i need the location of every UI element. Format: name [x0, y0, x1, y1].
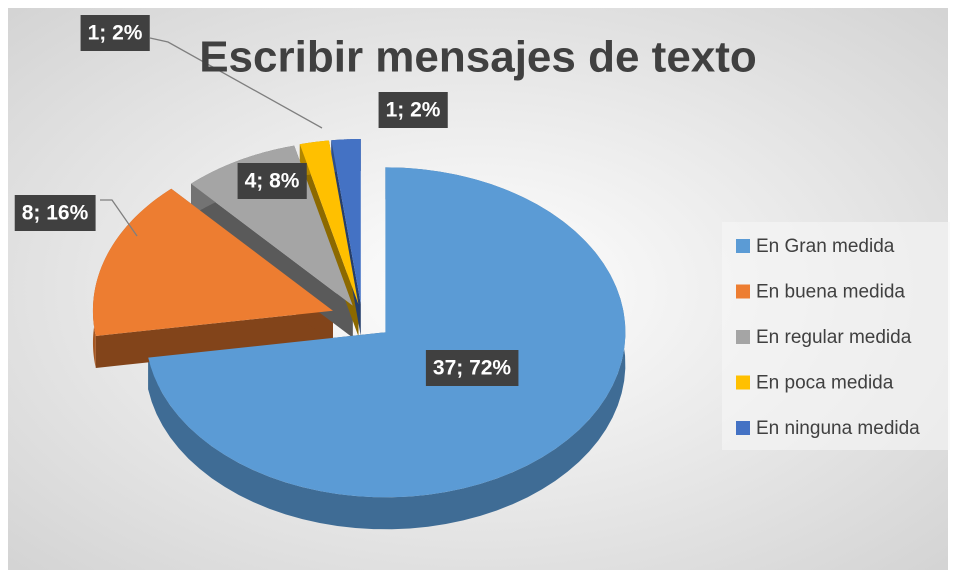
data-label: 8; 16%	[22, 202, 89, 225]
data-labels: 37; 72% 8; 16% 4; 8% 1; 2% 1; 2%	[14, 15, 519, 386]
slice	[92, 188, 333, 336]
legend-label: En ninguna medida	[756, 418, 920, 439]
chart-title: Escribir mensajes de texto	[199, 33, 757, 82]
legend-swatch	[736, 239, 750, 253]
data-label-box	[378, 92, 448, 128]
legend-swatch	[736, 284, 750, 299]
legend-swatch	[736, 330, 750, 344]
legend-label: En Gran medida	[756, 236, 895, 257]
legend: En Gran medida En buena medida En regular …	[736, 236, 920, 439]
legend-swatch	[736, 421, 750, 435]
slice-side	[95, 310, 333, 368]
legend-swatch	[736, 375, 750, 390]
slice	[191, 145, 353, 306]
data-label: 1; 2%	[88, 22, 143, 45]
legend-label: En regular medida	[756, 327, 912, 348]
leader-line	[149, 37, 323, 129]
slice	[331, 139, 361, 305]
slice	[148, 167, 626, 498]
data-label-box	[80, 15, 150, 51]
legend-label: En buena medida	[756, 282, 905, 303]
data-label: 4; 8%	[245, 170, 300, 193]
slice	[299, 140, 359, 305]
data-label-box	[14, 195, 96, 231]
data-label-box	[237, 163, 307, 199]
data-label: 1; 2%	[386, 99, 441, 122]
legend-label: En poca medida	[756, 373, 894, 394]
legend-box	[722, 222, 950, 450]
pie	[92, 139, 626, 530]
data-label: 37; 72%	[433, 357, 512, 380]
leader-line	[100, 199, 138, 237]
data-label-box	[425, 350, 519, 386]
